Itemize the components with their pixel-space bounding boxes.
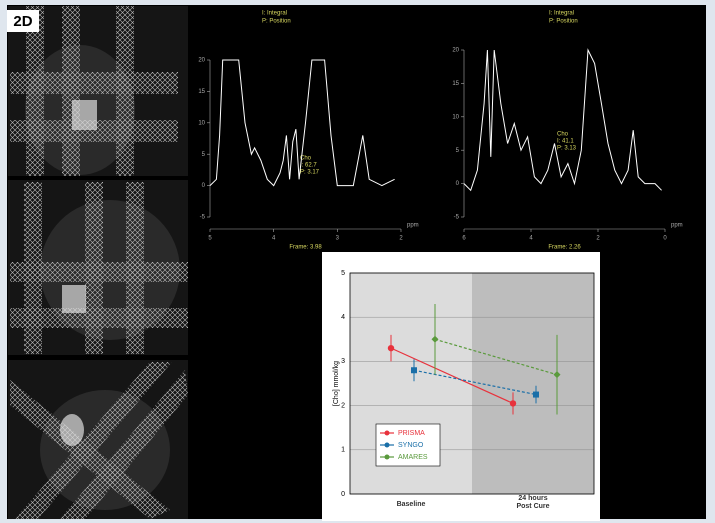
figure: 2D I: IntegralP: Position-5051015205432p… [0,0,715,523]
y-tick-label: 15 [198,89,205,95]
legend-marker [385,455,390,460]
y-tick-label: 2 [341,402,345,409]
footer: Frame: 2.26 [548,245,581,251]
x-axis-label: ppm [671,223,683,229]
point [533,392,539,398]
annotation: I: 41.1 [557,139,574,145]
annotation: Cho [557,132,569,138]
chart-title: I: Integral [262,11,287,17]
legend-marker [385,431,390,436]
y-tick-label: 10 [452,114,459,120]
legend-marker [385,443,390,448]
y-tick-label: 20 [198,58,205,64]
x-tick-label: Baseline [397,501,426,508]
point [388,345,394,351]
y-tick-label: 0 [341,491,345,498]
page: {"label": "2D", "chart_data": [ {"type":… [0,0,715,523]
chart-title: P: Position [262,19,291,25]
y-tick-label: -5 [454,215,460,221]
y-tick-label: 15 [452,81,459,87]
panel-label: 2D [13,13,32,30]
category-band [472,273,594,494]
y-tick-label: 5 [341,270,345,277]
y-tick-label: 1 [341,447,345,454]
annotation: I: 62.7 [300,163,317,169]
y-tick-label: 10 [198,120,205,126]
y-tick-label: 20 [452,48,459,54]
y-tick-label: 3 [341,358,345,365]
annotation: P: 3.13 [557,146,577,152]
y-tick-label: -5 [200,215,206,221]
footer: Frame: 3.98 [289,245,322,251]
y-tick-label: 4 [341,314,345,321]
legend-label: PRISMA [398,430,425,437]
point [510,400,516,406]
x-axis-label: ppm [407,223,419,229]
point [411,367,417,373]
annotation: P: 3.17 [300,170,320,176]
y-axis-label: [Cho] mmol/kg [333,361,340,406]
legend-label: SYNGO [398,442,424,449]
legend-label: AMARES [398,454,428,461]
chart-title: P: Position [549,19,578,25]
mri-panels [8,6,188,519]
chart-title: I: Integral [549,11,574,17]
